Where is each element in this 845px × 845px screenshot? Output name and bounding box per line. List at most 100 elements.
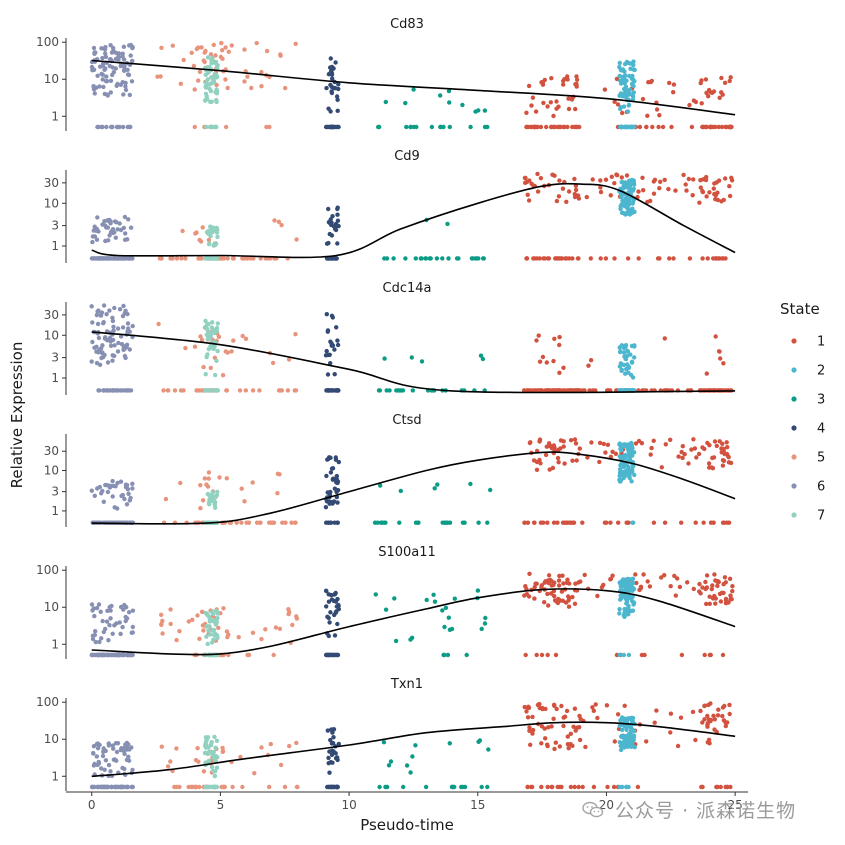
data-point-state-3	[485, 520, 490, 525]
data-point-state-2	[628, 352, 633, 357]
data-point-state-6	[106, 256, 111, 261]
data-point-state-6	[104, 619, 110, 624]
data-point-state-1	[565, 734, 570, 739]
data-point-state-6	[113, 66, 119, 71]
data-point-state-6	[103, 66, 108, 71]
data-point-state-5	[198, 506, 203, 511]
data-point-state-6	[115, 81, 120, 87]
data-point-state-5	[229, 349, 234, 354]
data-point-state-6	[100, 55, 105, 61]
data-point-state-4	[335, 124, 340, 130]
data-point-state-6	[127, 498, 132, 503]
data-point-state-2	[623, 724, 628, 729]
data-point-state-1	[671, 82, 677, 87]
data-point-state-4	[326, 388, 331, 393]
data-point-state-6	[100, 652, 105, 658]
facet-title: Txn1	[390, 677, 423, 692]
data-point-state-1	[538, 176, 544, 181]
trend-line	[91, 182, 736, 259]
data-point-state-1	[554, 99, 559, 104]
data-point-state-1	[679, 520, 684, 525]
data-point-state-1	[702, 652, 707, 658]
data-point-state-2	[618, 105, 623, 110]
legend-title: State	[780, 300, 820, 318]
data-point-state-1	[723, 601, 729, 606]
data-point-state-7	[213, 769, 218, 774]
data-point-state-2	[632, 67, 637, 73]
data-point-state-1	[536, 333, 541, 338]
data-point-state-1	[704, 90, 709, 96]
data-point-state-7	[203, 735, 209, 740]
data-point-state-7	[212, 633, 217, 638]
data-point-state-6	[121, 303, 126, 309]
data-point-state-1	[662, 520, 668, 525]
data-point-state-1	[555, 388, 561, 393]
data-point-state-1	[725, 720, 730, 725]
data-point-state-1	[527, 178, 532, 183]
data-point-state-5	[200, 225, 205, 230]
data-point-state-1	[598, 256, 603, 261]
data-point-state-6	[105, 360, 111, 365]
data-point-state-6	[95, 741, 101, 746]
data-point-state-2	[619, 367, 624, 372]
data-point-state-5	[197, 69, 203, 75]
data-point-state-3	[384, 256, 390, 261]
data-point-state-1	[602, 87, 608, 92]
data-point-state-4	[326, 106, 331, 111]
data-point-state-4	[335, 206, 340, 212]
data-point-state-6	[127, 347, 132, 352]
data-point-state-6	[98, 64, 103, 69]
data-point-state-6	[123, 614, 128, 620]
data-point-state-2	[617, 454, 622, 459]
data-point-state-6	[104, 124, 109, 130]
data-point-state-7	[204, 354, 209, 360]
data-point-state-6	[104, 74, 109, 79]
data-point-state-2	[623, 356, 628, 361]
data-point-state-5	[278, 52, 283, 57]
data-point-state-1	[565, 742, 571, 747]
data-point-state-5	[225, 85, 230, 91]
data-point-state-1	[620, 110, 625, 116]
data-point-state-3	[373, 592, 378, 597]
data-point-state-6	[130, 58, 135, 64]
data-point-state-1	[641, 188, 646, 193]
data-point-state-1	[654, 107, 660, 112]
data-point-state-1	[725, 784, 730, 790]
data-point-state-4	[331, 735, 336, 740]
data-point-state-6	[114, 621, 119, 626]
trend-line	[91, 451, 736, 525]
data-point-state-6	[124, 483, 130, 488]
data-point-state-1	[541, 520, 546, 525]
data-point-state-5	[286, 357, 292, 362]
data-point-state-5	[208, 52, 214, 57]
data-point-state-7	[209, 740, 214, 745]
data-point-state-1	[564, 520, 569, 525]
data-point-state-1	[690, 193, 695, 198]
data-point-state-3	[476, 520, 481, 525]
data-point-state-7	[214, 493, 220, 498]
data-point-state-1	[654, 708, 659, 713]
data-point-state-6	[99, 491, 104, 496]
data-point-state-4	[336, 741, 341, 747]
data-point-state-1	[576, 256, 581, 261]
data-point-state-1	[559, 589, 565, 594]
data-point-state-3	[377, 784, 382, 790]
data-point-state-1	[533, 109, 539, 114]
data-point-state-6	[103, 51, 108, 56]
data-point-state-2	[617, 652, 622, 658]
data-point-state-6	[95, 486, 100, 491]
data-point-state-1	[553, 652, 559, 658]
data-point-state-1	[704, 194, 709, 199]
data-point-state-4	[331, 727, 337, 732]
data-point-state-6	[129, 256, 135, 261]
data-point-state-5	[257, 388, 262, 393]
data-point-state-1	[543, 452, 549, 458]
data-point-state-5	[201, 769, 207, 774]
data-point-state-5	[220, 373, 226, 378]
data-point-state-1	[534, 467, 540, 472]
data-point-state-6	[114, 749, 120, 755]
data-point-state-1	[550, 784, 555, 790]
data-point-state-5	[178, 81, 183, 87]
data-point-state-3	[486, 747, 491, 752]
data-point-state-1	[533, 581, 538, 586]
